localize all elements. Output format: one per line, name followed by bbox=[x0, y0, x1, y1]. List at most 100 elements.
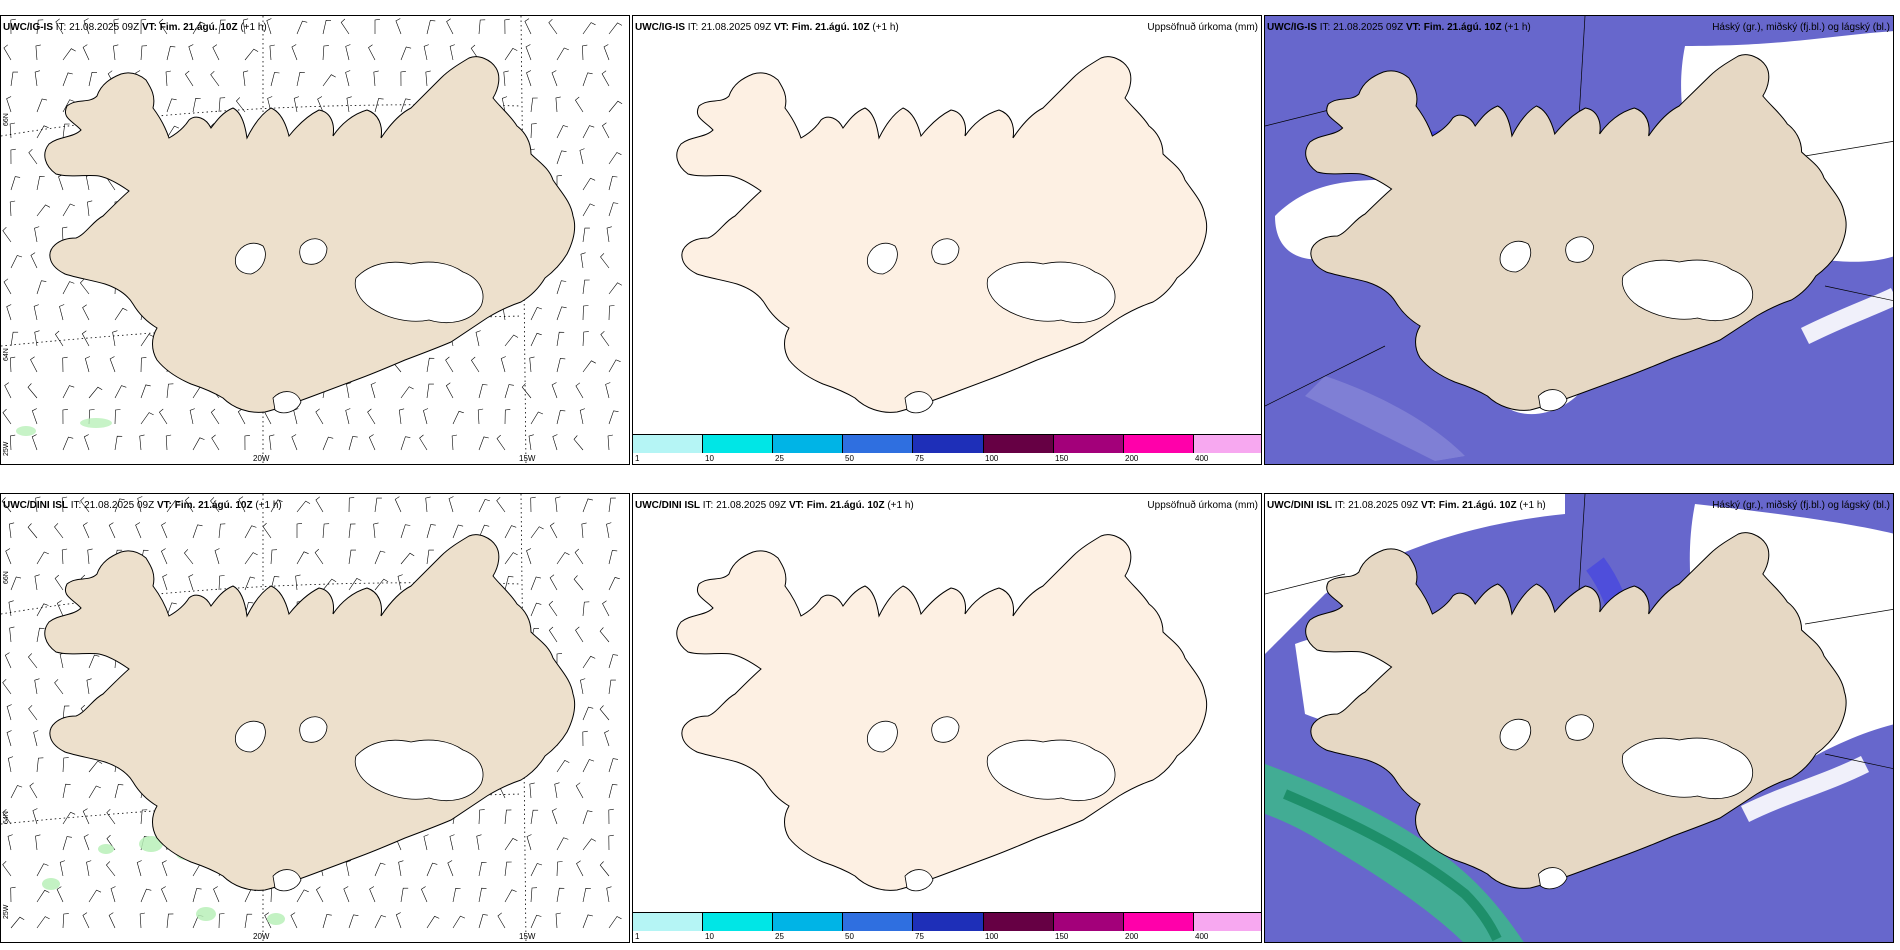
wind-barb bbox=[264, 912, 272, 929]
wind-barb bbox=[426, 357, 435, 373]
wind-barb bbox=[556, 47, 569, 61]
wind-barb bbox=[606, 522, 612, 539]
wind-barb bbox=[449, 834, 455, 851]
wind-barb bbox=[218, 575, 225, 591]
wind-barb bbox=[573, 575, 584, 591]
wind-barb bbox=[244, 525, 257, 539]
wind-barb bbox=[556, 306, 567, 321]
wind-barb bbox=[421, 886, 428, 903]
panel-header: UWC/DINI ISL IT: 21.08.2025 09Z VT: Fim.… bbox=[1267, 500, 1546, 511]
wind-barb bbox=[192, 524, 203, 539]
wind-barb bbox=[604, 730, 610, 747]
wind-barb bbox=[530, 887, 538, 903]
wind-barb bbox=[575, 782, 584, 799]
wind-barb bbox=[114, 409, 121, 425]
colorbar-cell bbox=[1053, 435, 1124, 453]
wind-barb bbox=[476, 834, 482, 851]
wind-barb bbox=[582, 177, 596, 191]
wind-barb bbox=[61, 496, 68, 513]
wind-barb bbox=[340, 18, 350, 35]
wind-barb bbox=[161, 522, 168, 539]
wind-barb bbox=[348, 523, 356, 539]
wind-barb bbox=[579, 148, 585, 165]
wind-barb bbox=[426, 549, 434, 565]
wind-barb bbox=[605, 382, 611, 399]
wind-barb bbox=[110, 886, 116, 903]
wind-barb bbox=[582, 887, 591, 903]
precip-title: Uppsöfnuð úrkoma (mm) bbox=[1147, 500, 1258, 511]
wind-barb bbox=[400, 98, 411, 113]
wind-barb bbox=[114, 307, 128, 321]
wind-barb bbox=[237, 408, 246, 425]
wind-barb bbox=[7, 834, 13, 851]
wind-barb bbox=[136, 860, 142, 877]
wind-barb bbox=[322, 45, 329, 61]
wind-barb bbox=[400, 436, 411, 451]
wind-barb bbox=[322, 578, 337, 591]
colorbar-tick-label: 25 bbox=[775, 454, 784, 463]
wind-barb bbox=[478, 887, 487, 903]
wind-barb bbox=[556, 358, 566, 373]
wind-panel-row1: UWC/IG-IS IT: 21.08.2025 09Z VT: Fim. 21… bbox=[0, 15, 630, 465]
colorbar-cell bbox=[913, 913, 984, 931]
wind-barb bbox=[374, 862, 386, 877]
wind-barb bbox=[452, 410, 464, 425]
wind-barb bbox=[9, 626, 15, 643]
clear-sky-area bbox=[1800, 287, 1893, 345]
precip-title: Uppsöfnuð úrkoma (mm) bbox=[1147, 22, 1258, 33]
wind-barb bbox=[6, 304, 12, 321]
wind-barb bbox=[582, 305, 589, 321]
wind-barb bbox=[395, 912, 402, 929]
wind-barb bbox=[62, 385, 75, 399]
wind-barb bbox=[34, 330, 40, 347]
wind-barb bbox=[10, 18, 16, 35]
wind-barb bbox=[165, 70, 171, 87]
colorbar-cell bbox=[1123, 913, 1194, 931]
wind-barb bbox=[496, 434, 506, 451]
wind-barb bbox=[551, 70, 558, 87]
wind-barb bbox=[8, 600, 14, 617]
panel-header: UWC/IG-IS IT: 21.08.2025 09Z VT: Fim. 21… bbox=[635, 22, 899, 33]
wind-barb bbox=[582, 203, 595, 217]
wind-barb bbox=[6, 96, 12, 113]
grid-line bbox=[1265, 345, 1386, 407]
wind-barb bbox=[452, 887, 461, 903]
wind-barb bbox=[555, 96, 561, 113]
high-cloud-core bbox=[1283, 789, 1502, 942]
wind-barb bbox=[3, 278, 12, 295]
wind-barb bbox=[374, 550, 386, 565]
wind-barb bbox=[504, 576, 514, 591]
wind-barb bbox=[36, 19, 44, 35]
wind-barb bbox=[266, 18, 272, 35]
wind-barb bbox=[345, 44, 351, 61]
wind-barb bbox=[504, 861, 512, 877]
wind-barb bbox=[188, 44, 194, 61]
colorbar-cell bbox=[1193, 913, 1261, 931]
wind-barb bbox=[139, 912, 145, 929]
wind-barb bbox=[530, 526, 544, 539]
colorbar-cell bbox=[1123, 435, 1194, 453]
colorbar-tick-label: 10 bbox=[705, 454, 714, 463]
wind-barb bbox=[62, 436, 74, 451]
wind-barb bbox=[548, 600, 558, 617]
wind-barb bbox=[315, 496, 324, 513]
precip-patch bbox=[98, 844, 114, 854]
wind-barb bbox=[348, 497, 355, 513]
wind-barb bbox=[348, 436, 358, 451]
colorbar-cell bbox=[1053, 913, 1124, 931]
wind-barb bbox=[28, 653, 38, 669]
precip-patch bbox=[139, 836, 163, 852]
wind-barb bbox=[599, 627, 610, 643]
colorbar-cell bbox=[983, 435, 1054, 453]
wind-barb bbox=[62, 705, 70, 721]
wind-barb bbox=[425, 70, 431, 87]
wind-barb bbox=[58, 174, 64, 191]
wind-barb bbox=[548, 626, 558, 643]
wind-barb bbox=[6, 704, 12, 721]
wind-barb bbox=[602, 600, 610, 617]
wind-barb bbox=[188, 574, 194, 591]
wind-barb bbox=[346, 382, 352, 399]
wind-barb bbox=[10, 148, 16, 165]
wind-barb bbox=[140, 19, 147, 35]
wind-barb bbox=[140, 412, 154, 425]
